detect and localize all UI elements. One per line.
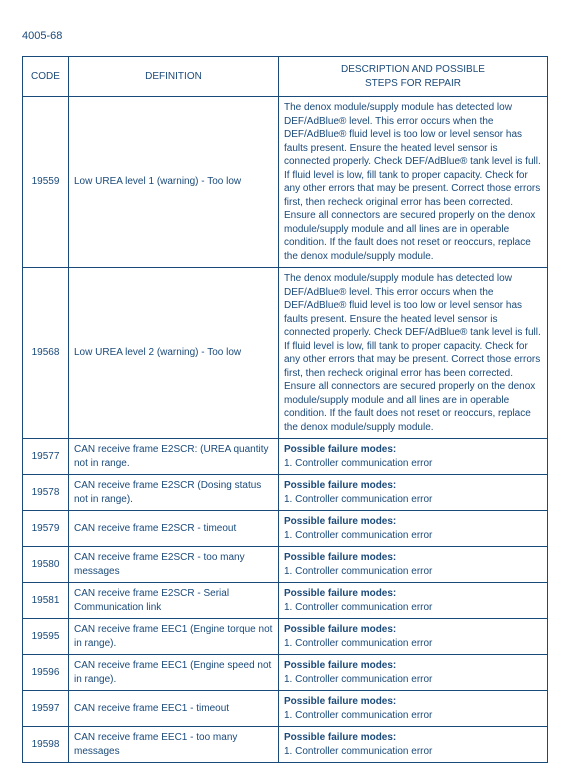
table-row: 19595CAN receive frame EEC1 (Engine torq… bbox=[23, 619, 548, 655]
failure-title: Possible failure modes: bbox=[284, 731, 542, 745]
definition-cell: CAN receive frame EEC1 (Engine speed not… bbox=[69, 655, 279, 691]
table-header-row: CODE DEFINITION DESCRIPTION AND POSSIBLE… bbox=[23, 57, 548, 97]
code-cell: 19579 bbox=[23, 511, 69, 547]
table-row: 19598CAN receive frame EEC1 - too many m… bbox=[23, 727, 548, 763]
failure-line: 1. Controller communication error bbox=[284, 709, 542, 723]
failure-line: 1. Controller communication error bbox=[284, 673, 542, 687]
description-cell: Possible failure modes:1. Controller com… bbox=[279, 475, 548, 511]
failure-line: 1. Controller communication error bbox=[284, 529, 542, 543]
header-definition: DEFINITION bbox=[69, 57, 279, 97]
definition-cell: CAN receive frame E2SCR - Serial Communi… bbox=[69, 583, 279, 619]
failure-title: Possible failure modes: bbox=[284, 479, 542, 493]
failure-title: Possible failure modes: bbox=[284, 695, 542, 709]
failure-title: Possible failure modes: bbox=[284, 659, 542, 673]
code-cell: 19577 bbox=[23, 439, 69, 475]
failure-line: 1. Controller communication error bbox=[284, 457, 542, 471]
code-cell: 19581 bbox=[23, 583, 69, 619]
description-cell: Possible failure modes:1. Controller com… bbox=[279, 439, 548, 475]
definition-cell: CAN receive frame EEC1 - too many messag… bbox=[69, 727, 279, 763]
table-row: 19596CAN receive frame EEC1 (Engine spee… bbox=[23, 655, 548, 691]
description-cell: Possible failure modes:1. Controller com… bbox=[279, 583, 548, 619]
description-cell: Possible failure modes:1. Controller com… bbox=[279, 511, 548, 547]
code-cell: 19559 bbox=[23, 97, 69, 268]
definition-cell: CAN receive frame EEC1 - timeout bbox=[69, 691, 279, 727]
document-page: { "page_number": "4005-68", "headers": {… bbox=[0, 0, 570, 772]
description-cell: Possible failure modes:1. Controller com… bbox=[279, 619, 548, 655]
code-cell: 19597 bbox=[23, 691, 69, 727]
failure-line: 1. Controller communication error bbox=[284, 601, 542, 615]
table-row: 19578CAN receive frame E2SCR (Dosing sta… bbox=[23, 475, 548, 511]
header-code: CODE bbox=[23, 57, 69, 97]
description-cell: Possible failure modes:1. Controller com… bbox=[279, 547, 548, 583]
definition-cell: CAN receive frame E2SCR - timeout bbox=[69, 511, 279, 547]
fault-code-table: CODE DEFINITION DESCRIPTION AND POSSIBLE… bbox=[22, 56, 548, 763]
failure-title: Possible failure modes: bbox=[284, 587, 542, 601]
failure-title: Possible failure modes: bbox=[284, 623, 542, 637]
description-cell: Possible failure modes:1. Controller com… bbox=[279, 691, 548, 727]
table-row: 19581CAN receive frame E2SCR - Serial Co… bbox=[23, 583, 548, 619]
description-cell: The denox module/supply module has detec… bbox=[279, 268, 548, 439]
description-cell: The denox module/supply module has detec… bbox=[279, 97, 548, 268]
definition-cell: Low UREA level 1 (warning) - Too low bbox=[69, 97, 279, 268]
table-row: 19580CAN receive frame E2SCR - too many … bbox=[23, 547, 548, 583]
definition-cell: CAN receive frame E2SCR (Dosing status n… bbox=[69, 475, 279, 511]
table-row: 19577CAN receive frame E2SCR: (UREA quan… bbox=[23, 439, 548, 475]
failure-line: 1. Controller communication error bbox=[284, 637, 542, 651]
failure-line: 1. Controller communication error bbox=[284, 493, 542, 507]
page-number: 4005-68 bbox=[22, 30, 548, 42]
table-row: 19597CAN receive frame EEC1 - timeoutPos… bbox=[23, 691, 548, 727]
failure-line: 1. Controller communication error bbox=[284, 565, 542, 579]
failure-title: Possible failure modes: bbox=[284, 515, 542, 529]
code-cell: 19568 bbox=[23, 268, 69, 439]
failure-title: Possible failure modes: bbox=[284, 551, 542, 565]
code-cell: 19595 bbox=[23, 619, 69, 655]
code-cell: 19596 bbox=[23, 655, 69, 691]
description-cell: Possible failure modes:1. Controller com… bbox=[279, 727, 548, 763]
failure-title: Possible failure modes: bbox=[284, 443, 542, 457]
description-cell: Possible failure modes:1. Controller com… bbox=[279, 655, 548, 691]
failure-line: 1. Controller communication error bbox=[284, 745, 542, 759]
definition-cell: Low UREA level 2 (warning) - Too low bbox=[69, 268, 279, 439]
table-row: 19579CAN receive frame E2SCR - timeoutPo… bbox=[23, 511, 548, 547]
table-row: 19568Low UREA level 2 (warning) - Too lo… bbox=[23, 268, 548, 439]
table-row: 19559Low UREA level 1 (warning) - Too lo… bbox=[23, 97, 548, 268]
definition-cell: CAN receive frame EEC1 (Engine torque no… bbox=[69, 619, 279, 655]
definition-cell: CAN receive frame E2SCR - too many messa… bbox=[69, 547, 279, 583]
definition-cell: CAN receive frame E2SCR: (UREA quantity … bbox=[69, 439, 279, 475]
code-cell: 19578 bbox=[23, 475, 69, 511]
code-cell: 19580 bbox=[23, 547, 69, 583]
header-description: DESCRIPTION AND POSSIBLE STEPS FOR REPAI… bbox=[279, 57, 548, 97]
code-cell: 19598 bbox=[23, 727, 69, 763]
